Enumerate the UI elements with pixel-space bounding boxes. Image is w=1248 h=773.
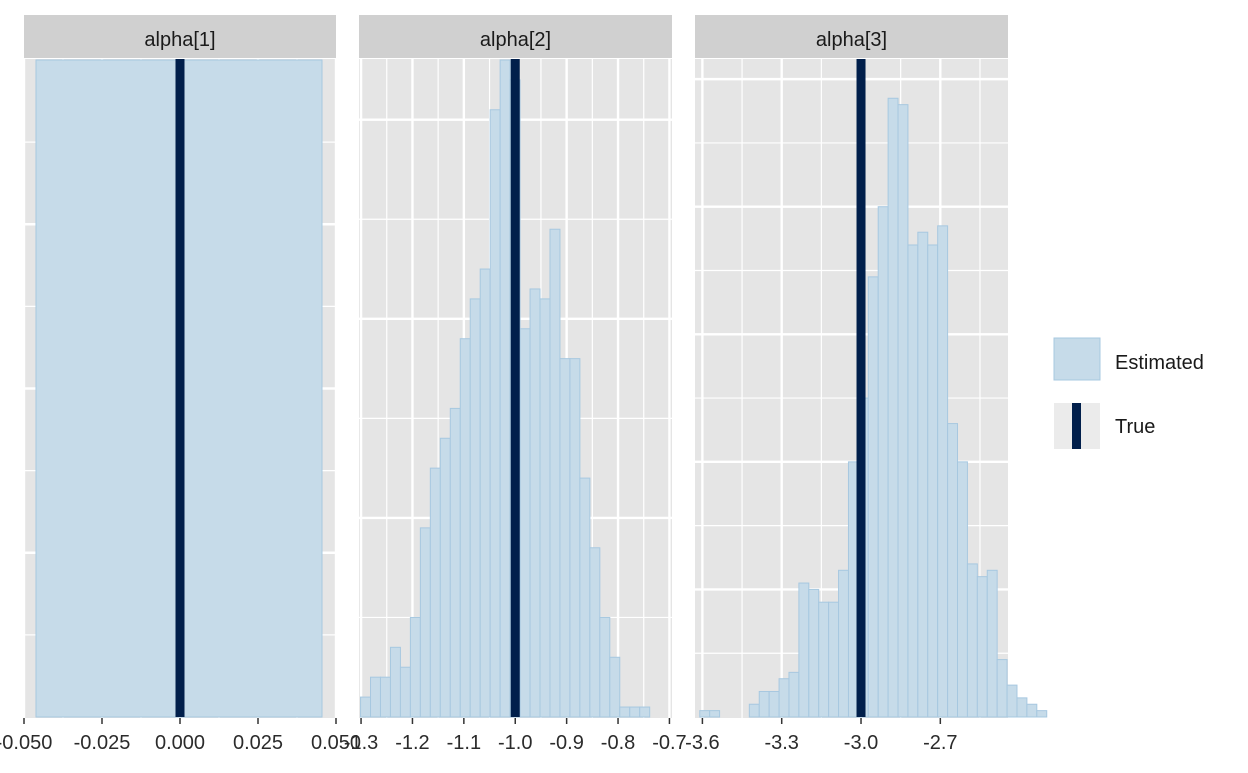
legend-key-true — [1072, 403, 1081, 449]
histogram-bar — [409, 616, 421, 718]
x-tick-label: -1.2 — [395, 732, 429, 754]
histogram-bar — [877, 206, 889, 718]
histogram-bar — [699, 710, 711, 718]
histogram-bar — [499, 59, 511, 718]
histogram-bar — [828, 601, 840, 718]
histogram-bar — [579, 477, 591, 718]
x-tick-label: -1.1 — [447, 732, 481, 754]
histogram-bar — [389, 646, 401, 718]
histogram-bar — [519, 328, 531, 718]
histogram-bar — [957, 461, 968, 718]
histogram-bar — [399, 666, 411, 718]
histogram-bar — [818, 601, 830, 718]
histogram-bar — [917, 231, 929, 718]
x-tick-label: -1.0 — [498, 732, 532, 754]
x-tick-label: -3.6 — [685, 732, 719, 754]
facet-strip-label: alpha[1] — [144, 29, 215, 51]
histogram-bar — [529, 288, 541, 718]
histogram-bar — [589, 547, 601, 718]
x-tick-label: -2.7 — [923, 732, 957, 754]
histogram-bar — [370, 676, 381, 718]
x-tick-label: -3.3 — [764, 732, 798, 754]
histogram-bar — [778, 678, 790, 718]
facet-strip — [695, 15, 1008, 58]
histogram-bar — [748, 703, 760, 718]
histogram-bar — [937, 225, 949, 718]
histogram-bar — [639, 706, 651, 718]
legend: Estimated True — [1053, 337, 1204, 449]
true-value-line — [856, 59, 866, 717]
histogram-bar — [1036, 710, 1048, 718]
facet-panel-3: alpha[3] -3.6 -3.3 -3.0 -2.7 — [685, 15, 1048, 754]
histogram-bar — [1026, 703, 1038, 718]
histogram-bar — [768, 690, 780, 718]
histogram-bar — [887, 97, 899, 718]
histogram-bar — [549, 228, 561, 718]
histogram-bar — [897, 104, 909, 718]
x-tick-label: 0.000 — [155, 732, 205, 754]
histogram-bar — [808, 588, 820, 718]
histogram-bar — [947, 423, 959, 718]
histogram-bar — [986, 569, 998, 718]
histogram-bar — [867, 276, 879, 718]
histogram-bar — [966, 563, 978, 718]
histogram-bar — [976, 576, 988, 718]
legend-key-estimated — [1053, 337, 1101, 381]
x-tick-label: -0.025 — [74, 732, 131, 754]
facet-strip — [24, 15, 336, 58]
histogram-bar — [489, 109, 501, 718]
histogram-bar — [798, 582, 810, 718]
histogram-bar — [569, 358, 581, 718]
histogram-bar — [360, 696, 372, 718]
histogram-bar — [469, 298, 481, 718]
histogram-bar — [539, 298, 551, 718]
facet-panel-2: alpha[2] -1.3 -1.2 -1.1 -1.0 -0.9 -0.8 -0.7 — [344, 15, 687, 754]
x-tick-label: -1.3 — [344, 732, 378, 754]
histogram-bar — [927, 244, 939, 718]
facet-panel-1: alpha[1] -0.050 -0.025 0.000 0.025 0.050 — [0, 15, 361, 754]
x-tick-label: 0.050 — [311, 732, 361, 754]
histogram-bar — [609, 656, 621, 718]
histogram-bar — [709, 710, 721, 718]
x-tick-label: -0.9 — [549, 732, 583, 754]
histogram-bar — [439, 437, 451, 718]
histogram-bar — [429, 467, 441, 718]
x-tick-label: -0.8 — [601, 732, 635, 754]
x-tick-label: -3.0 — [844, 732, 878, 754]
histogram-bar — [907, 244, 919, 718]
histogram-bar — [1016, 697, 1028, 718]
histogram-bar — [619, 706, 631, 718]
legend-label-true: True — [1115, 416, 1155, 438]
true-value-line — [175, 59, 185, 717]
histogram-bar — [788, 671, 800, 718]
histogram-bar — [479, 268, 491, 718]
legend-label-estimated: Estimated — [1115, 352, 1204, 374]
histogram-bar — [629, 706, 641, 718]
histogram-bar — [758, 690, 770, 718]
histogram-bar — [419, 527, 431, 718]
histogram-bar — [996, 659, 1008, 718]
histogram-bar — [599, 616, 611, 718]
true-value-line — [510, 59, 520, 717]
x-tick-label: 0.025 — [233, 732, 283, 754]
facet-strip-label: alpha[3] — [816, 29, 887, 51]
facet-strip-label: alpha[2] — [480, 29, 551, 51]
histogram-bar — [459, 338, 471, 718]
histogram-bar — [559, 358, 571, 718]
histogram-bar — [379, 676, 391, 718]
facet-strip — [359, 15, 672, 58]
histogram-bar — [838, 569, 849, 718]
x-tick-label: -0.7 — [652, 732, 686, 754]
histogram-bar — [1006, 684, 1018, 718]
histogram-bar — [449, 407, 461, 718]
x-tick-label: -0.050 — [0, 732, 52, 754]
